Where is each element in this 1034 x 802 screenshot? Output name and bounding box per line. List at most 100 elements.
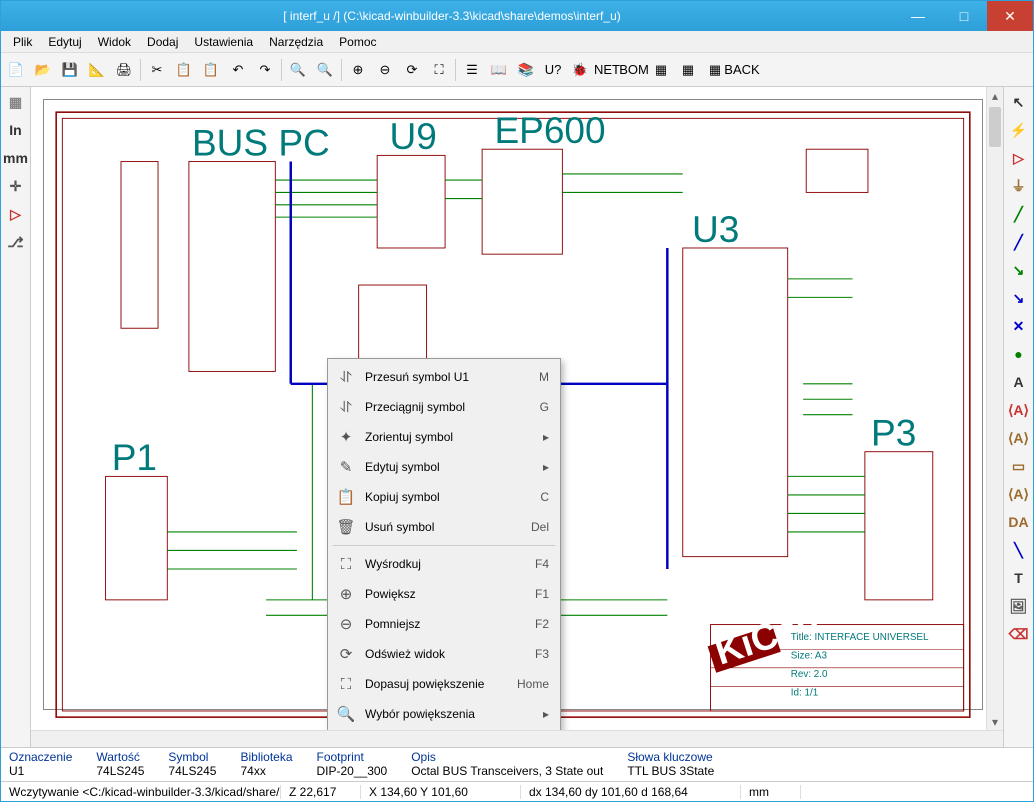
- ctx-orient-symbol[interactable]: ✦Zorientuj symbol▸: [331, 422, 557, 452]
- print-icon[interactable]: 🖨: [111, 57, 137, 83]
- place-symbol-icon[interactable]: ▷: [1006, 145, 1032, 171]
- menu-widok[interactable]: Widok: [90, 33, 139, 51]
- hierarchy-icon[interactable]: ☰: [459, 57, 485, 83]
- ctx-grid-select[interactable]: ▦Wybór siatki▸: [331, 729, 557, 730]
- scroll-up-icon[interactable]: ▴: [987, 87, 1003, 104]
- svg-text:KiCad: KiCad: [710, 600, 825, 673]
- menu-narzędzia[interactable]: Narzędzia: [261, 33, 331, 51]
- drag-symbol-icon: ⥯: [335, 396, 357, 418]
- delete-icon[interactable]: ⌫: [1006, 621, 1032, 647]
- place-wire-icon[interactable]: ╱: [1006, 201, 1032, 227]
- open-icon[interactable]: 📂: [30, 57, 56, 83]
- zoom-out-icon[interactable]: ⊖: [372, 57, 398, 83]
- statusbar: Wczytywanie <C:/kicad-winbuilder-3.3/kic…: [1, 781, 1033, 801]
- place-bus-icon[interactable]: ╱: [1006, 229, 1032, 255]
- new-icon[interactable]: 📄: [3, 57, 29, 83]
- svg-text:P3: P3: [871, 412, 916, 454]
- place-sheetpin-icon[interactable]: DA: [1006, 509, 1032, 535]
- maximize-button[interactable]: □: [941, 1, 987, 31]
- menubar: PlikEdytujWidokDodajUstawieniaNarzędziaP…: [1, 31, 1033, 53]
- ctx-edit-symbol[interactable]: ✎Edytuj symbol▸: [331, 452, 557, 482]
- menu-dodaj[interactable]: Dodaj: [139, 33, 186, 51]
- orient-symbol-label: Zorientuj symbol: [365, 430, 535, 444]
- library-browser-icon[interactable]: 📚: [513, 57, 539, 83]
- back-icon[interactable]: BACK: [729, 57, 755, 83]
- bus-direction-icon[interactable]: ⎇: [3, 229, 29, 255]
- ctx-move-symbol[interactable]: ⥯Przesuń symbol U1M: [331, 362, 557, 392]
- ctx-drag-symbol[interactable]: ⥯Przeciągnij symbolG: [331, 392, 557, 422]
- minimize-button[interactable]: —: [895, 1, 941, 31]
- refresh-label: Odśwież widok: [365, 647, 507, 661]
- footprint-icon[interactable]: ▦: [648, 57, 674, 83]
- zoom-fit-icon[interactable]: ⛶: [426, 57, 452, 83]
- ctx-zoom-select[interactable]: 🔍Wybór powiększenia▸: [331, 699, 557, 729]
- move-symbol-icon: ⥯: [335, 366, 357, 388]
- place-netlabel-icon[interactable]: A: [1006, 369, 1032, 395]
- scroll-thumb[interactable]: [989, 107, 1001, 147]
- zoom-select-label: Wybór powiększenia: [365, 707, 535, 721]
- vertical-scrollbar[interactable]: ▴ ▾: [986, 87, 1003, 730]
- ctx-copy-symbol[interactable]: 📋Kopiuj symbolC: [331, 482, 557, 512]
- ctx-zoom-in[interactable]: ⊕PowiększF1: [331, 579, 557, 609]
- find-icon[interactable]: 🔍: [285, 57, 311, 83]
- ctx-refresh[interactable]: ⟳Odśwież widokF3: [331, 639, 557, 669]
- work-area: ▦Inmm✛▷⎇: [1, 87, 1033, 747]
- bom-icon[interactable]: BOM: [621, 57, 647, 83]
- select-icon[interactable]: ↖: [1006, 89, 1032, 115]
- menu-edytuj[interactable]: Edytuj: [40, 33, 89, 51]
- place-hierlabel-icon[interactable]: ⟨A⟩: [1006, 425, 1032, 451]
- ctx-zoom-out[interactable]: ⊖PomniejszF2: [331, 609, 557, 639]
- menu-ustawienia[interactable]: Ustawienia: [186, 33, 261, 51]
- redo-icon[interactable]: ↷: [252, 57, 278, 83]
- fit-label: Dopasuj powiększenie: [365, 677, 507, 691]
- page-settings-icon[interactable]: 📐: [84, 57, 110, 83]
- place-bus2bus-icon[interactable]: ↘: [1006, 285, 1032, 311]
- zoom-redraw-icon[interactable]: ⟳: [399, 57, 425, 83]
- import-hierlabel-icon[interactable]: ⟨A⟩: [1006, 481, 1032, 507]
- cut-icon[interactable]: ✂: [144, 57, 170, 83]
- zoom-in-icon[interactable]: ⊕: [345, 57, 371, 83]
- copy-icon[interactable]: 📋: [171, 57, 197, 83]
- library-editor-icon[interactable]: 📖: [486, 57, 512, 83]
- info-hdr: Symbol: [168, 750, 216, 764]
- undo-icon[interactable]: ↶: [225, 57, 251, 83]
- cvpcb-icon[interactable]: ▦: [675, 57, 701, 83]
- info-val: U1: [9, 764, 72, 778]
- cursor-shape-icon[interactable]: ✛: [3, 173, 29, 199]
- netlist-icon[interactable]: NET: [594, 57, 620, 83]
- status-cell-2: X 134,60 Y 101,60: [361, 785, 521, 799]
- ctx-delete-symbol[interactable]: 🗑Usuń symbolDel: [331, 512, 557, 542]
- place-text-icon[interactable]: T: [1006, 565, 1032, 591]
- menu-plik[interactable]: Plik: [5, 33, 40, 51]
- place-line-icon[interactable]: ╲: [1006, 537, 1032, 563]
- svg-text:U9: U9: [390, 115, 437, 157]
- hidden-pins-icon[interactable]: ▷: [3, 201, 29, 227]
- place-wire2bus-icon[interactable]: ↘: [1006, 257, 1032, 283]
- annotate-icon[interactable]: U?: [540, 57, 566, 83]
- replace-icon[interactable]: 🔍: [312, 57, 338, 83]
- place-junction-icon[interactable]: ●: [1006, 341, 1032, 367]
- highlight-net-icon[interactable]: ⚡: [1006, 117, 1032, 143]
- units-in-icon[interactable]: In: [3, 117, 29, 143]
- scroll-down-icon[interactable]: ▾: [987, 713, 1003, 730]
- status-cell-1: Z 22,617: [281, 785, 361, 799]
- zoom-select-icon: 🔍: [335, 703, 357, 725]
- info-val: TTL BUS 3State: [627, 764, 714, 778]
- ctx-center[interactable]: ⛶WyśrodkujF4: [331, 549, 557, 579]
- place-globallabel-icon[interactable]: ⟨A⟩: [1006, 397, 1032, 423]
- erc-icon[interactable]: 🐞: [567, 57, 593, 83]
- horizontal-scrollbar[interactable]: [31, 730, 1003, 747]
- paste-icon[interactable]: 📋: [198, 57, 224, 83]
- place-sheet-icon[interactable]: ▭: [1006, 453, 1032, 479]
- grid-icon[interactable]: ▦: [3, 89, 29, 115]
- place-image-icon[interactable]: 🖼: [1006, 593, 1032, 619]
- save-icon[interactable]: 💾: [57, 57, 83, 83]
- svg-text:U3: U3: [692, 208, 739, 250]
- place-power-icon[interactable]: ⏚: [1006, 173, 1032, 199]
- refresh-icon: ⟳: [335, 643, 357, 665]
- ctx-fit[interactable]: ⛶Dopasuj powiększenieHome: [331, 669, 557, 699]
- units-mm-icon[interactable]: mm: [3, 145, 29, 171]
- place-noconnect-icon[interactable]: ✕: [1006, 313, 1032, 339]
- menu-pomoc[interactable]: Pomoc: [331, 33, 384, 51]
- close-button[interactable]: ✕: [987, 1, 1033, 31]
